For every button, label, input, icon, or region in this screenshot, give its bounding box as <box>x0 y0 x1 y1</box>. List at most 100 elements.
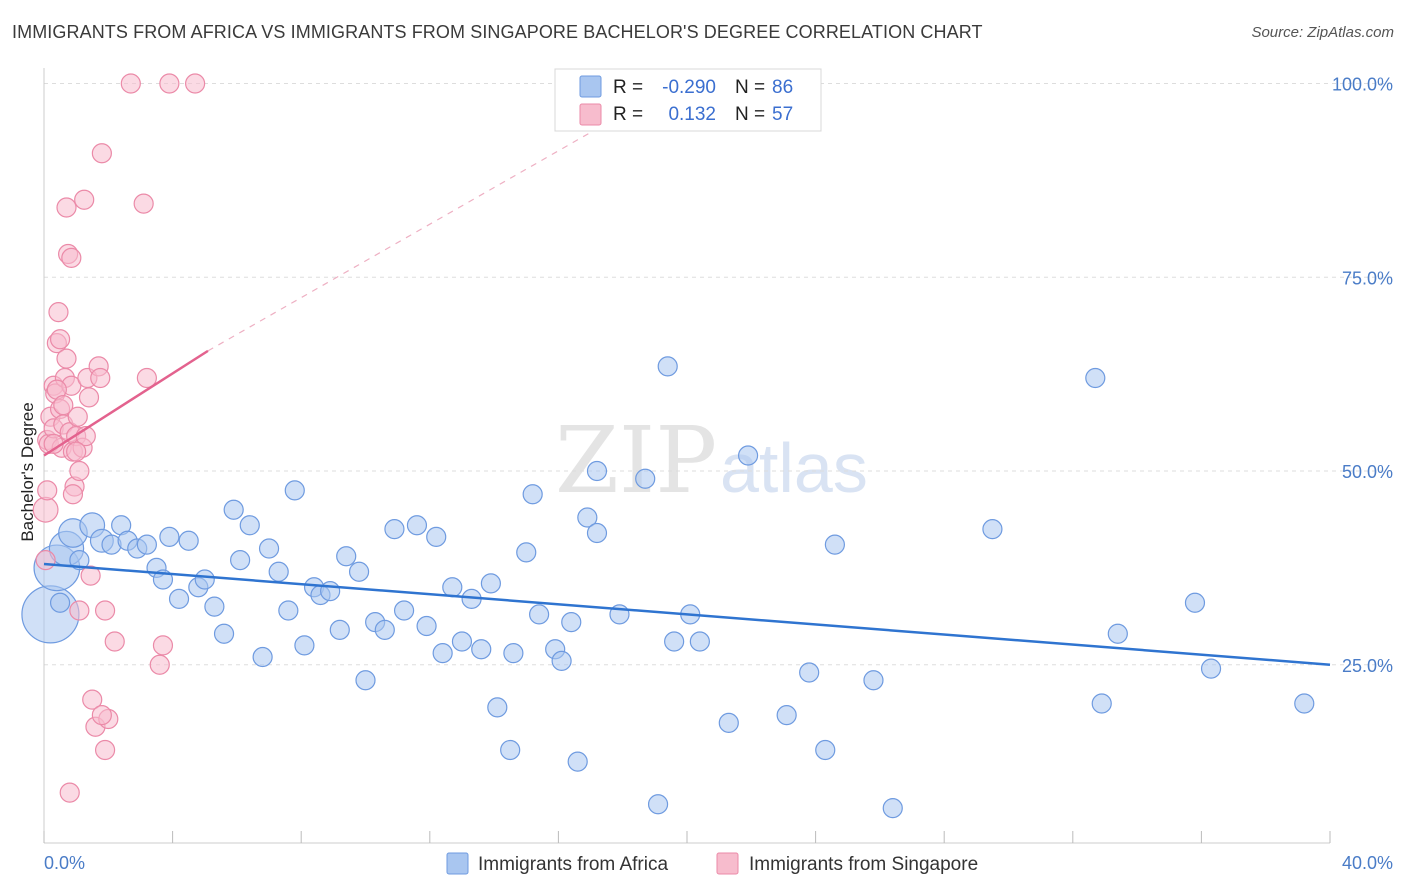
singapore-point-33 <box>80 565 101 586</box>
watermark: ZIP atlas <box>555 407 868 514</box>
singapore-point-17 <box>56 197 77 218</box>
x-tick-label-min: 0.0% <box>44 853 85 873</box>
series-singapore-points <box>32 73 206 803</box>
africa-point-60 <box>586 522 608 544</box>
trend-line-singapore <box>43 349 209 457</box>
legend-singapore-n-value: 57 <box>772 104 793 125</box>
series-legend-singapore: Immigrants from Singapore <box>749 854 978 875</box>
singapore-point-27 <box>69 600 90 621</box>
source-credit: Source: ZipAtlas.com <box>1251 24 1394 41</box>
singapore-point-42 <box>104 631 125 652</box>
singapore-point-54 <box>66 441 87 462</box>
africa-point-24 <box>258 538 280 559</box>
africa-point-34 <box>348 561 370 582</box>
africa-point-57 <box>561 612 582 633</box>
singapore-point-51 <box>59 782 80 803</box>
africa-point-35 <box>355 670 376 691</box>
legend-singapore-n-label: N = <box>735 104 765 125</box>
singapore-point-38 <box>91 143 112 164</box>
africa-point-31 <box>320 581 341 602</box>
watermark-atlas: atlas <box>720 429 868 507</box>
singapore-point-10 <box>48 302 69 323</box>
africa-point-33 <box>336 546 357 567</box>
singapore-point-37 <box>90 367 111 389</box>
africa-point-26 <box>278 600 299 621</box>
africa-point-39 <box>393 600 415 621</box>
africa-point-53 <box>522 484 543 505</box>
singapore-point-56 <box>62 484 84 505</box>
africa-point-73 <box>815 739 836 761</box>
chart-title: IMMIGRANTS FROM AFRICA VS IMMIGRANTS FRO… <box>12 22 983 42</box>
africa-point-32 <box>329 619 350 640</box>
africa-point-61 <box>586 460 608 482</box>
y-axis-label: Bachelor's Degree <box>18 402 37 541</box>
africa-point-21 <box>230 550 251 571</box>
africa-point-54 <box>529 604 550 625</box>
singapore-point-29 <box>74 189 95 210</box>
series-africa-points <box>21 356 1315 819</box>
africa-point-83 <box>1294 693 1315 714</box>
series-legend-swatch-singapore <box>716 852 739 875</box>
africa-point-47 <box>471 639 492 660</box>
africa-point-80 <box>1107 623 1128 644</box>
africa-point-37 <box>374 619 395 640</box>
legend-singapore-r-label: R = <box>613 104 643 125</box>
y-tick-label-100: 100.0% <box>1332 75 1393 95</box>
africa-point-71 <box>776 705 797 726</box>
stats-legend: R = -0.290 N = 86 R = 0.132 N = 57 <box>554 68 822 132</box>
africa-point-18 <box>204 596 225 617</box>
africa-point-59 <box>577 507 598 528</box>
africa-point-41 <box>416 615 437 637</box>
x-tick-label-max: 40.0% <box>1342 853 1393 873</box>
series-legend-swatch-africa <box>446 852 469 875</box>
legend-swatch-africa <box>579 75 602 98</box>
x-axis-ticks <box>43 831 1331 843</box>
singapore-point-26 <box>69 460 90 482</box>
singapore-point-48 <box>152 635 174 656</box>
series-legend-africa: Immigrants from Africa <box>478 854 668 875</box>
trend-lines <box>43 106 1331 666</box>
gridlines <box>44 83 1393 666</box>
legend-africa-n-label: N = <box>735 77 765 98</box>
africa-point-69 <box>718 712 739 733</box>
singapore-point-46 <box>136 367 157 389</box>
africa-point-28 <box>294 635 315 656</box>
africa-point-82 <box>1200 658 1222 679</box>
singapore-point-40 <box>94 600 116 621</box>
africa-point-74 <box>824 534 845 555</box>
africa-point-81 <box>1184 592 1206 613</box>
africa-point-13 <box>159 526 180 547</box>
singapore-point-0 <box>32 496 59 523</box>
singapore-point-47 <box>149 654 170 675</box>
africa-point-14 <box>168 588 190 609</box>
africa-point-19 <box>213 623 235 644</box>
africa-point-51 <box>503 643 524 664</box>
africa-point-78 <box>1085 367 1106 389</box>
africa-point-15 <box>178 530 199 551</box>
singapore-point-49 <box>159 73 180 94</box>
singapore-point-50 <box>185 73 206 94</box>
singapore-point-44 <box>120 73 141 94</box>
trend-line-singapore-extension <box>207 106 636 352</box>
africa-point-49 <box>487 697 508 718</box>
africa-point-72 <box>799 662 820 683</box>
watermark-zip: ZIP <box>555 407 717 514</box>
africa-point-56 <box>551 650 572 671</box>
africa-point-44 <box>442 577 463 598</box>
africa-point-76 <box>882 798 903 819</box>
y-tick-label-25: 25.0% <box>1342 656 1393 676</box>
africa-point-10 <box>136 534 157 555</box>
africa-point-20 <box>223 499 244 520</box>
y-tick-label-75: 75.0% <box>1342 268 1393 288</box>
singapore-point-39 <box>94 739 116 761</box>
africa-point-66 <box>664 631 685 652</box>
africa-point-75 <box>863 670 884 691</box>
africa-point-22 <box>239 515 260 536</box>
africa-point-17 <box>194 569 215 590</box>
africa-point-52 <box>516 542 537 563</box>
singapore-point-12 <box>49 329 71 350</box>
legend-singapore-r-value: 0.132 <box>668 104 716 125</box>
africa-point-40 <box>406 515 428 536</box>
singapore-point-1 <box>35 550 56 571</box>
